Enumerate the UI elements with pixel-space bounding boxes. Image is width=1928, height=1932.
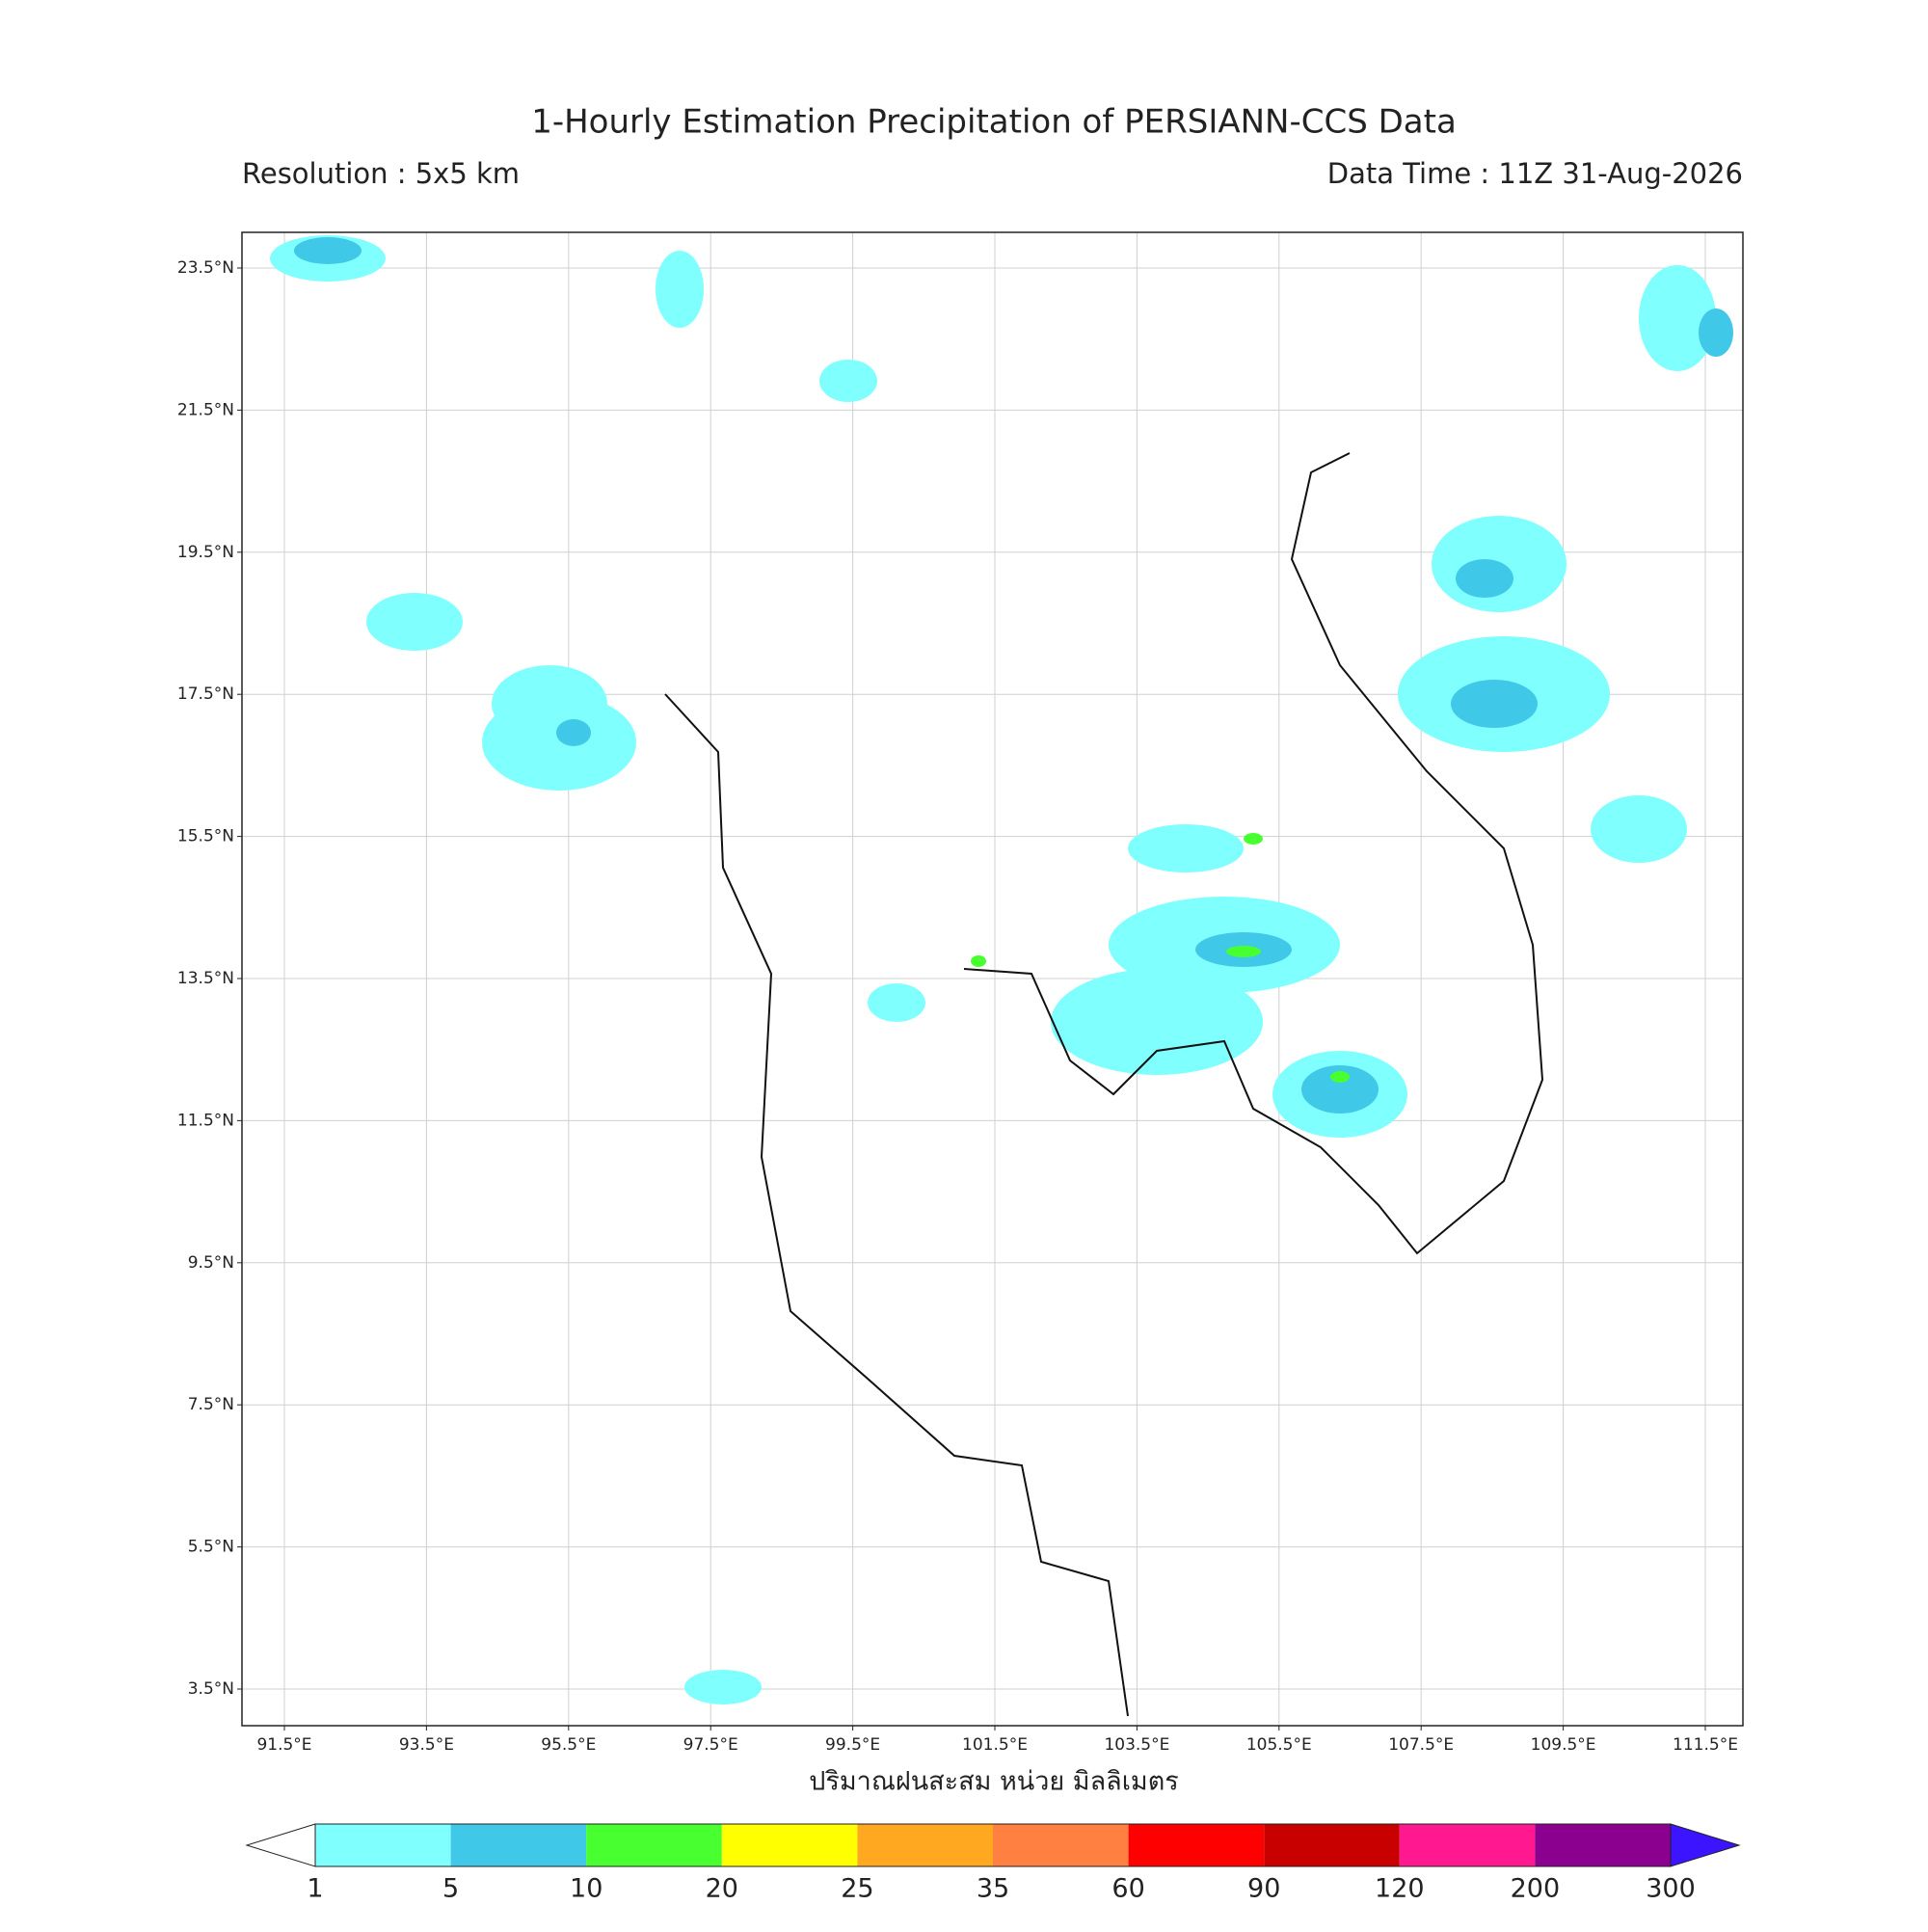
color-swatch — [586, 1824, 722, 1866]
lat-label: 3.5°N — [188, 1679, 234, 1699]
colorbar-label: 5 — [442, 1874, 459, 1904]
color-swatch — [450, 1824, 587, 1866]
rain-peak — [971, 833, 1350, 1083]
map-frame — [241, 231, 1744, 1727]
colorbar-label: 60 — [1111, 1874, 1144, 1904]
colorbar-label: 35 — [977, 1874, 1009, 1904]
over-triangle — [1670, 1823, 1741, 1867]
lon-label: 97.5°E — [683, 1735, 738, 1755]
color-swatch — [857, 1824, 993, 1866]
colorbar-label: 200 — [1511, 1874, 1561, 1904]
color-swatch — [315, 1824, 451, 1866]
colorbar-label: 300 — [1646, 1874, 1696, 1904]
resolution: Resolution : 5x5 km — [242, 157, 520, 190]
lat-label: 17.5°N — [177, 684, 234, 704]
color-swatch — [1535, 1824, 1671, 1866]
lon-label: 111.5°E — [1673, 1735, 1738, 1755]
lat-label: 13.5°N — [177, 969, 234, 988]
colorbar-label: 90 — [1247, 1874, 1280, 1904]
coastline — [664, 452, 1544, 1717]
x-label: ปริมาณฝนสะสม หน่วย มิลลิเมตร — [809, 1767, 1179, 1797]
color-swatch — [721, 1824, 858, 1866]
lon-label: 109.5°E — [1531, 1735, 1596, 1755]
lon-label: 91.5°E — [256, 1735, 311, 1755]
lon-label: 99.5°E — [825, 1735, 880, 1755]
color-swatch — [1264, 1824, 1400, 1866]
lon-label: 95.5°E — [541, 1735, 596, 1755]
lon-label: 103.5°E — [1104, 1735, 1169, 1755]
data-time: Data Time : 11Z 31-Aug-2026 — [1327, 157, 1743, 190]
lat-label: 5.5°N — [188, 1538, 234, 1557]
colorbar-label: 10 — [570, 1874, 602, 1904]
lat-label: 19.5°N — [177, 543, 234, 562]
color-swatch — [993, 1824, 1129, 1866]
lat-label: 21.5°N — [177, 400, 234, 419]
lon-label: 105.5°E — [1246, 1735, 1312, 1755]
lon-label: 93.5°E — [399, 1735, 454, 1755]
colorbar: 1 5 10 20 25 35 60 90 120 200 300 — [245, 1823, 1741, 1904]
lat-label: 7.5°N — [188, 1395, 234, 1414]
lon-label: 101.5°E — [962, 1735, 1028, 1755]
colorbar-label: 1 — [307, 1874, 323, 1904]
color-swatch — [1399, 1824, 1536, 1866]
title: 1-Hourly Estimation Precipitation of PER… — [531, 103, 1457, 142]
color-swatch — [1128, 1824, 1265, 1866]
grid: 23.5°N 21.5°N 19.5°N 17.5°N 15.5°N 13.5°N 11.5… — [177, 232, 1743, 1755]
colorbar-frame — [314, 1823, 1672, 1867]
colorbar-label: 120 — [1375, 1874, 1425, 1904]
lat-label: 11.5°N — [177, 1111, 234, 1130]
lat-label: 23.5°N — [177, 258, 234, 278]
lat-label: 9.5°N — [188, 1253, 234, 1273]
lon-label: 107.5°E — [1388, 1735, 1454, 1755]
lat-label: 15.5°N — [177, 827, 234, 846]
rain-areas — [270, 235, 1716, 1704]
colorbar-label: 20 — [706, 1874, 738, 1904]
under-triangle — [245, 1823, 316, 1867]
colorbar-label: 25 — [841, 1874, 873, 1904]
